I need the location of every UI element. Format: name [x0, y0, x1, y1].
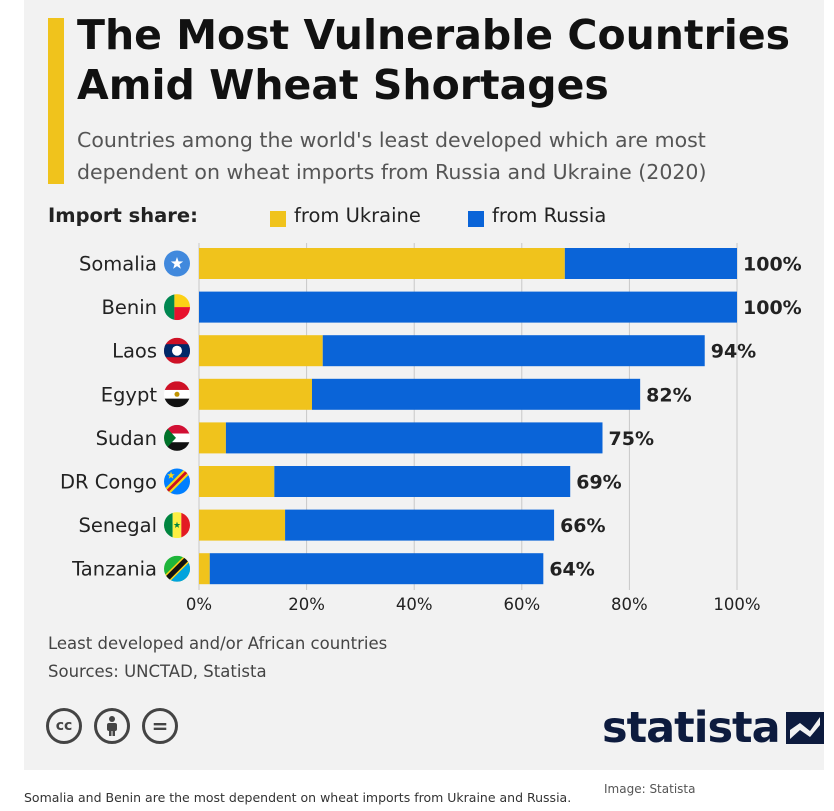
tanzania-flag-icon	[164, 555, 190, 582]
bar-segment-ukraine	[199, 378, 312, 410]
legend-label-russia: from Russia	[492, 204, 607, 227]
laos-flag-icon	[164, 337, 190, 364]
no-derivatives-icon: =	[142, 708, 178, 744]
chart-title: The Most Vulnerable Countries Amid Wheat…	[77, 11, 791, 109]
legend-swatch-russia	[468, 211, 484, 227]
bar-chart: 0% 20% 40% 60% 80% 100% Somalia 100% Benin 100% La…	[60, 243, 802, 614]
dr-congo-flag-icon	[164, 468, 190, 495]
category-label: Senegal	[79, 514, 157, 537]
sudan-flag-icon	[164, 424, 190, 451]
bar-segment-ukraine	[199, 335, 323, 367]
category-label: Laos	[112, 340, 157, 363]
x-tick-label: 40%	[396, 595, 433, 614]
category-label: Benin	[101, 296, 157, 319]
bar-segment-russia	[199, 291, 737, 323]
somalia-flag-icon	[164, 250, 190, 277]
statista-mark-icon	[786, 712, 824, 744]
x-tick-label: 60%	[503, 595, 540, 614]
bar-segment-russia	[209, 553, 544, 585]
category-label: DR Congo	[60, 471, 157, 494]
data-label: 66%	[560, 515, 605, 537]
bar-segment-russia	[274, 466, 571, 497]
image-caption: Somalia and Benin are the most dependent…	[24, 790, 572, 805]
legend-title: Import share:	[48, 204, 198, 227]
data-label: 64%	[549, 559, 594, 581]
x-tick-label: 80%	[611, 595, 648, 614]
bar-segment-ukraine	[199, 466, 275, 497]
legend-label-ukraine: from Ukraine	[294, 204, 421, 227]
bar-segment-ukraine	[199, 553, 210, 585]
senegal-flag-icon	[164, 512, 190, 539]
x-tick-label: 20%	[288, 595, 325, 614]
x-tick-label: 100%	[713, 595, 760, 614]
bar-segment-russia	[285, 509, 555, 541]
data-label: 82%	[646, 384, 691, 406]
bar-segment-ukraine	[199, 422, 226, 454]
data-label: 75%	[609, 428, 654, 450]
data-label: 94%	[711, 341, 756, 363]
bar-segment-ukraine	[199, 248, 565, 279]
chart-subtitle: Countries among the world's least develo…	[77, 128, 707, 184]
data-label: 69%	[576, 472, 621, 494]
bar-segment-russia	[225, 422, 603, 454]
sources-note: Sources: UNCTAD, Statista	[48, 662, 267, 681]
cc-icon: cc	[46, 708, 82, 744]
category-label: Somalia	[79, 253, 157, 276]
egypt-flag-icon	[164, 381, 190, 408]
legend-swatch-ukraine	[270, 211, 286, 227]
bar-segment-russia	[311, 378, 641, 410]
infographic-card: The Most Vulnerable Countries Amid Wheat…	[24, 0, 824, 770]
category-label: Tanzania	[71, 558, 157, 581]
x-tick-label: 0%	[186, 595, 212, 614]
category-label: Egypt	[101, 383, 158, 406]
bar-segment-russia	[322, 335, 705, 367]
footnote: Least developed and/or African countries	[48, 634, 388, 653]
bar-segment-ukraine	[199, 509, 286, 541]
category-label: Sudan	[96, 427, 157, 450]
bar-segment-russia	[564, 248, 737, 279]
data-label: 100%	[743, 254, 802, 276]
attribution-icon	[94, 708, 130, 744]
chart-notes: Least developed and/or African countries…	[48, 630, 387, 686]
image-credit: Image: Statista	[604, 782, 696, 796]
statista-wordmark: statista	[602, 703, 781, 753]
accent-bar	[48, 18, 64, 184]
data-label: 100%	[743, 297, 802, 319]
benin-flag-icon	[164, 294, 190, 321]
